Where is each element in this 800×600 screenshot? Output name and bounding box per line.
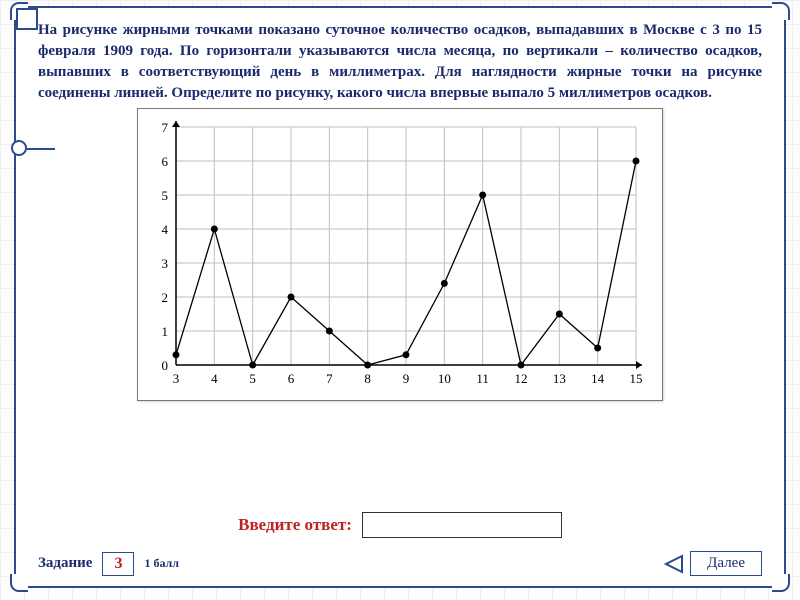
card-frame: На рисунке жирными точками показано суто… xyxy=(14,6,786,588)
task-number: 3 xyxy=(102,552,134,576)
svg-text:5: 5 xyxy=(249,371,256,386)
svg-text:4: 4 xyxy=(162,222,169,237)
answer-label: Введите ответ: xyxy=(238,515,352,535)
prev-arrow-icon[interactable] xyxy=(662,553,684,575)
next-block: Далее xyxy=(662,551,762,576)
svg-text:7: 7 xyxy=(162,120,169,135)
svg-text:4: 4 xyxy=(211,371,218,386)
task-label: Задание xyxy=(38,555,92,572)
answer-row: Введите ответ: xyxy=(38,512,762,538)
precipitation-chart: 345678910111213141501234567 xyxy=(146,119,646,389)
svg-text:9: 9 xyxy=(403,371,410,386)
next-button[interactable]: Далее xyxy=(690,551,762,576)
svg-text:7: 7 xyxy=(326,371,333,386)
corner-ornament xyxy=(10,2,28,20)
corner-ornament xyxy=(772,574,790,592)
svg-text:13: 13 xyxy=(553,371,566,386)
points-text: 1 балл xyxy=(144,556,179,571)
task-block: Задание 3 1 балл xyxy=(38,552,179,576)
svg-text:6: 6 xyxy=(162,154,169,169)
answer-input[interactable] xyxy=(362,512,562,538)
chart-container: 345678910111213141501234567 xyxy=(38,108,762,506)
svg-text:15: 15 xyxy=(630,371,643,386)
corner-ornament xyxy=(10,574,28,592)
content-area: На рисунке жирными точками показано суто… xyxy=(38,20,762,538)
corner-ornament xyxy=(772,2,790,20)
svg-text:5: 5 xyxy=(162,188,169,203)
svg-text:0: 0 xyxy=(162,358,169,373)
svg-text:3: 3 xyxy=(162,256,169,271)
question-text: На рисунке жирными точками показано суто… xyxy=(38,20,762,104)
svg-text:3: 3 xyxy=(173,371,180,386)
svg-text:10: 10 xyxy=(438,371,451,386)
svg-text:2: 2 xyxy=(162,290,169,305)
svg-text:11: 11 xyxy=(476,371,489,386)
side-tab-marker xyxy=(11,140,27,156)
svg-text:14: 14 xyxy=(591,371,605,386)
footer-bar: Задание 3 1 балл Далее xyxy=(38,551,762,576)
svg-text:6: 6 xyxy=(288,371,295,386)
svg-text:12: 12 xyxy=(515,371,528,386)
chart-box: 345678910111213141501234567 xyxy=(137,108,663,401)
svg-text:8: 8 xyxy=(364,371,371,386)
svg-text:1: 1 xyxy=(162,324,169,339)
